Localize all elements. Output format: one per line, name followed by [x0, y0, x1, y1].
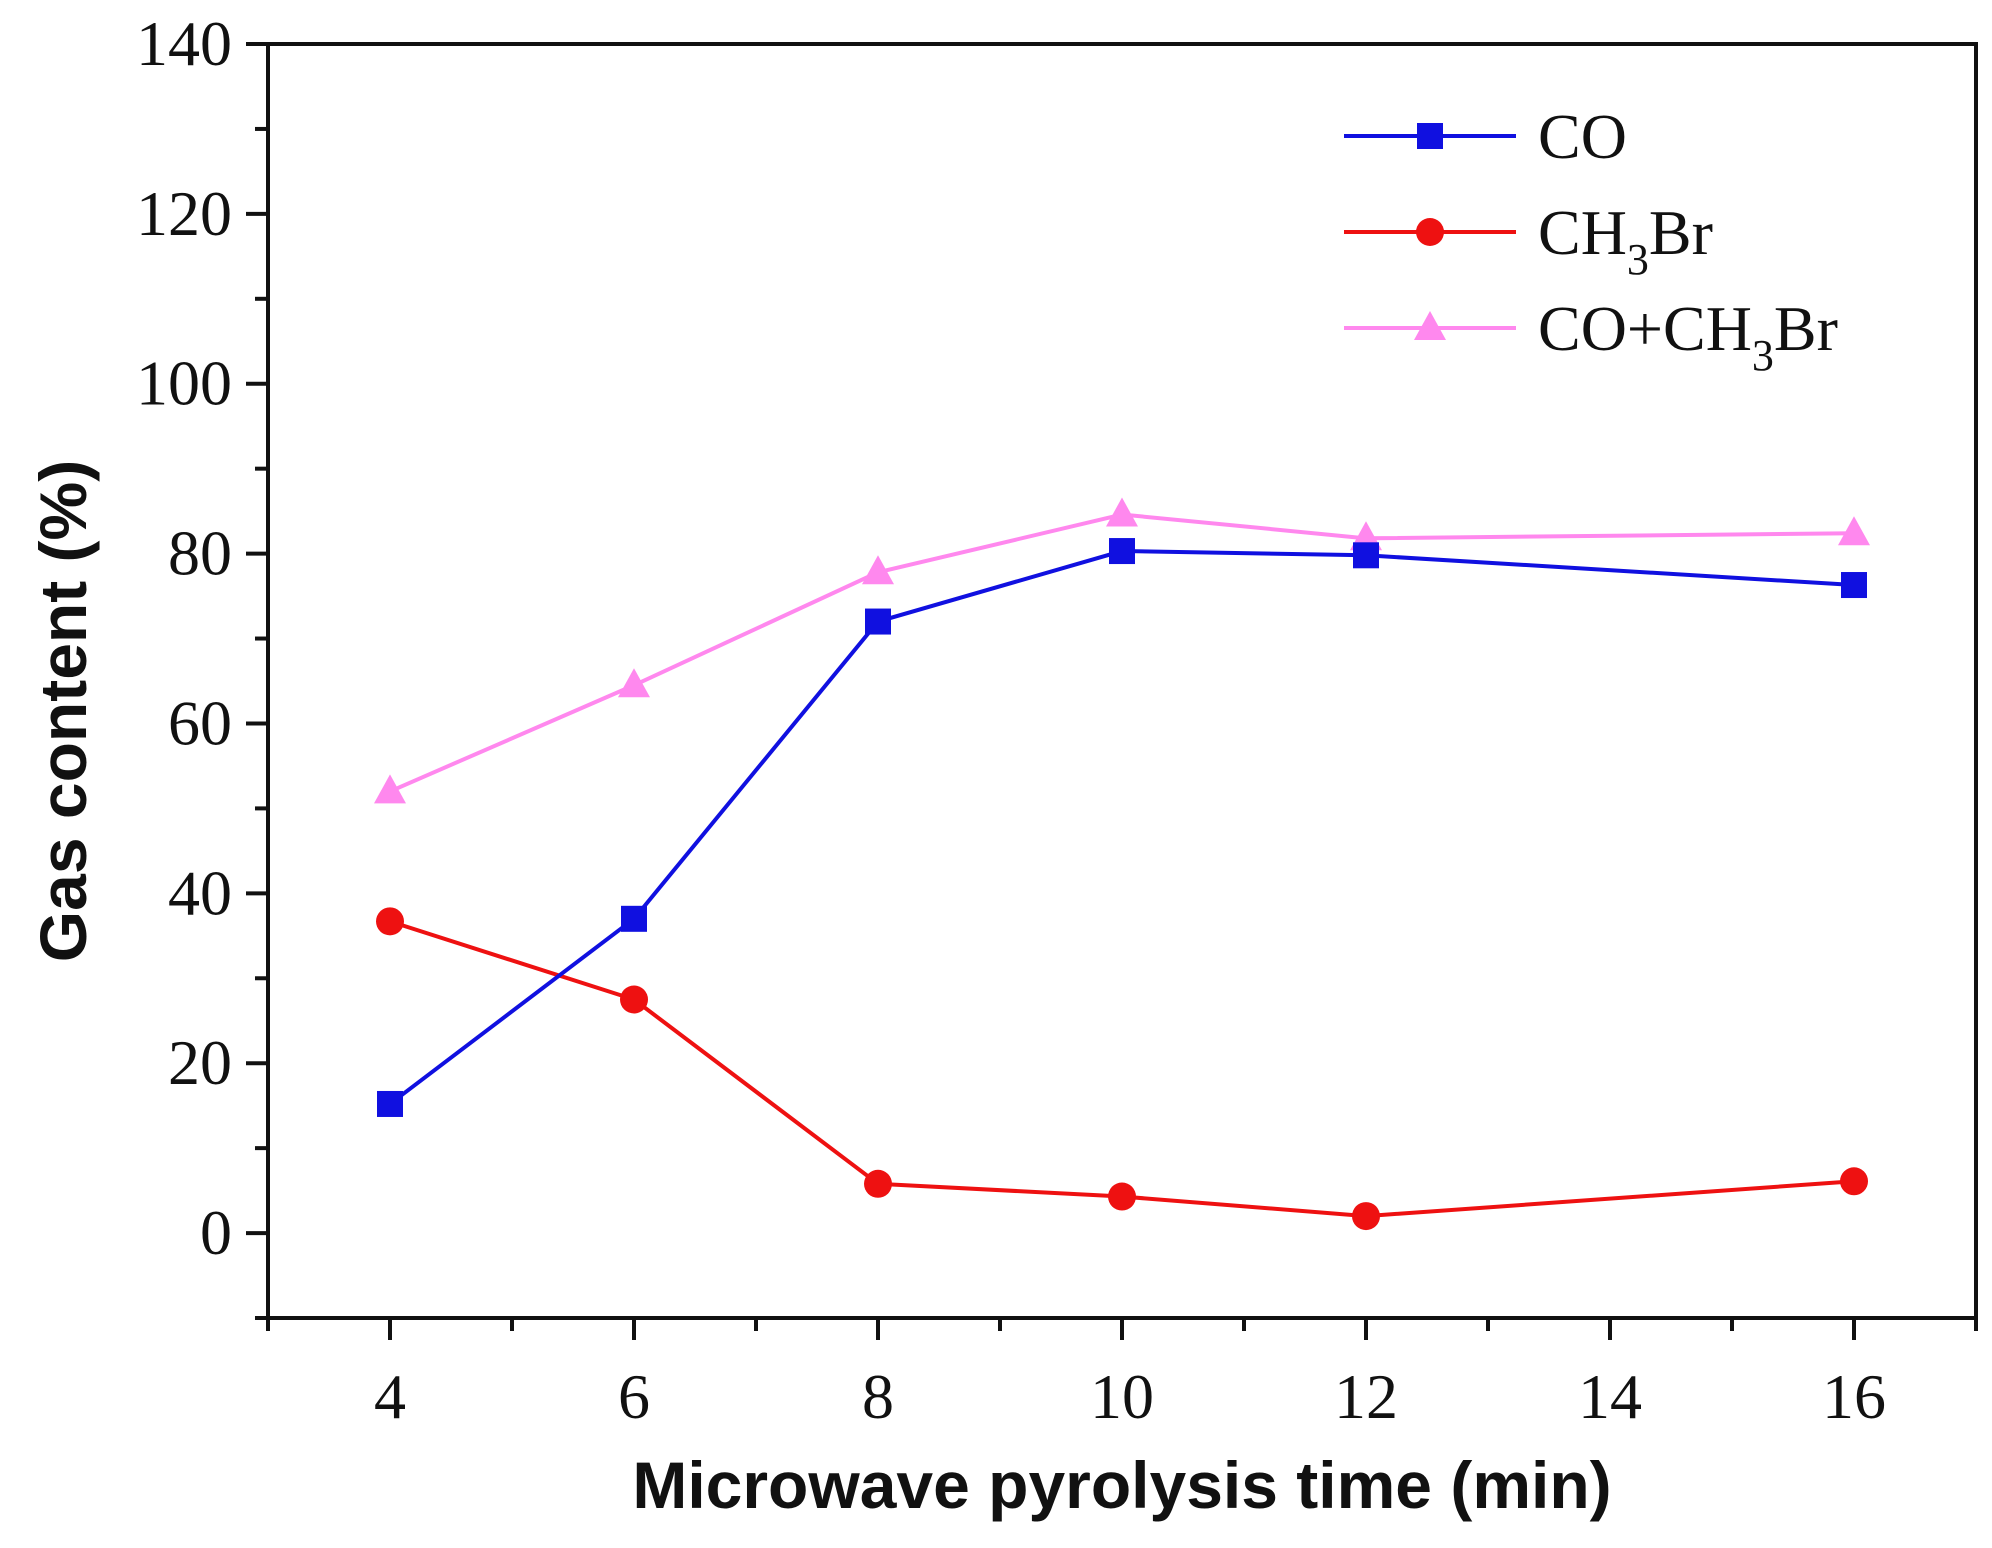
x-tick-label: 10: [1090, 1361, 1154, 1432]
x-axis-title: Microwave pyrolysis time (min): [632, 1448, 1611, 1522]
data-point: [865, 608, 891, 635]
data-point: [1108, 1182, 1136, 1211]
legend-label: CO: [1538, 101, 1627, 172]
legend-label: CO+CH3Br: [1538, 293, 1838, 380]
y-tick-label: 0: [200, 1197, 232, 1268]
data-point: [1109, 538, 1135, 565]
data-point: [1841, 572, 1867, 599]
series-ch3br: [376, 907, 1868, 1231]
legend-label: CH3Br: [1538, 197, 1713, 284]
tick-labels: 4 6 8 10 12 14 16 0 20 40 60 80 100 120 140: [136, 8, 1886, 1432]
data-point: [377, 1090, 403, 1117]
legend-marker: [1414, 311, 1446, 340]
data-point: [1838, 516, 1870, 546]
x-tick-label: 8: [862, 1361, 894, 1432]
y-tick-label: 40: [168, 857, 232, 928]
data-point: [1353, 542, 1379, 569]
legend: CO CH3Br CO+CH3Br: [1344, 101, 1838, 380]
x-tick-label: 4: [374, 1361, 406, 1432]
series-line: [388, 549, 1855, 1106]
legend-marker: [1417, 123, 1443, 149]
plot-frame: [266, 42, 1978, 1320]
data-point: [1840, 1167, 1868, 1196]
series-layer: [374, 497, 1870, 1231]
axis-ticks: [246, 42, 1978, 1340]
data-point: [864, 1169, 892, 1198]
data-point: [621, 905, 647, 932]
y-tick-label: 140: [136, 8, 232, 79]
legend-entry: CH3Br: [1344, 197, 1713, 284]
data-point: [374, 774, 406, 804]
x-tick-label: 12: [1334, 1361, 1398, 1432]
x-tick-label: 16: [1822, 1361, 1886, 1432]
y-tick-label: 100: [136, 348, 232, 419]
y-tick-label: 80: [168, 518, 232, 589]
y-axis-title: Gas content (%): [26, 460, 100, 962]
legend-entry: CO+CH3Br: [1344, 293, 1838, 380]
series-co: [377, 538, 1867, 1117]
y-tick-label: 120: [136, 178, 232, 249]
series-line: [389, 512, 1855, 794]
x-tick-label: 6: [618, 1361, 650, 1432]
legend-marker: [1416, 218, 1444, 246]
data-point: [1106, 497, 1138, 527]
series-line: [389, 919, 1855, 1219]
data-point: [376, 907, 404, 936]
data-point: [862, 555, 894, 585]
data-point: [620, 985, 648, 1014]
x-tick-label: 14: [1578, 1361, 1642, 1432]
y-tick-label: 60: [168, 687, 232, 758]
data-point: [618, 668, 650, 698]
legend-entry: CO: [1344, 101, 1627, 172]
y-tick-label: 20: [168, 1027, 232, 1098]
data-point: [1352, 1202, 1380, 1231]
